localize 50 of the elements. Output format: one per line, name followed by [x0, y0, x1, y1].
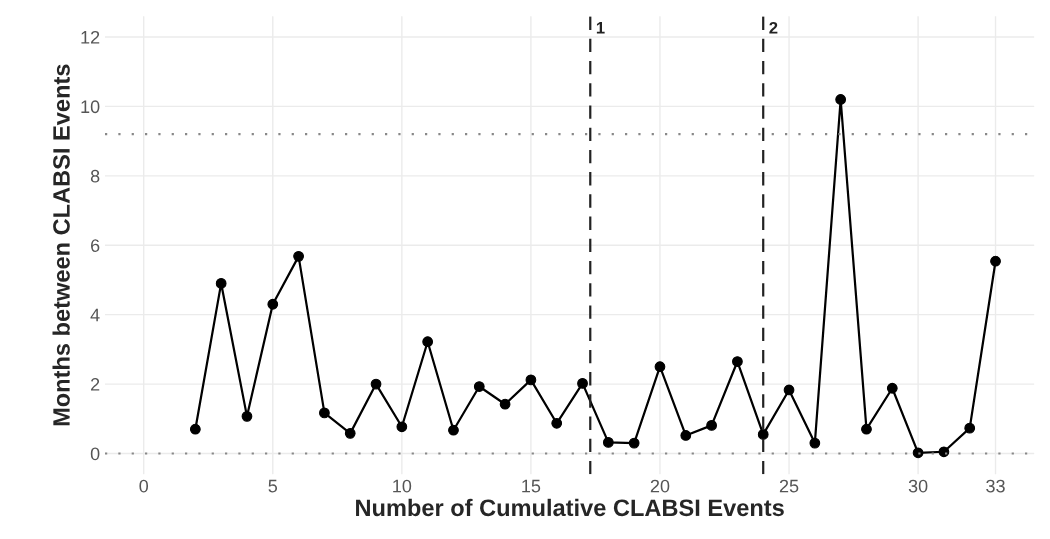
point: [835, 94, 847, 105]
point: [319, 407, 330, 419]
point: [654, 361, 666, 373]
point: [577, 378, 588, 389]
point: [499, 398, 511, 410]
point: [964, 422, 976, 434]
y-tick-label: 6: [91, 239, 100, 252]
x-tick-label: 33: [986, 479, 1005, 493]
x-tick-label: 5: [268, 479, 278, 493]
x-tick-label: 10: [393, 479, 412, 493]
point: [525, 374, 537, 386]
point: [267, 298, 279, 310]
y-tick-label: 4: [90, 308, 100, 322]
point: [473, 381, 485, 392]
x-axis-title: Number of Cumulative CLABSI Events: [356, 498, 784, 517]
point: [189, 423, 201, 435]
x-tick-label: 0: [139, 479, 149, 493]
point: [396, 421, 408, 433]
point: [551, 417, 563, 429]
point: [732, 356, 743, 367]
annotation: 2: [769, 21, 778, 34]
point: [783, 384, 795, 396]
x-tick-label: 20: [650, 479, 670, 493]
y-tick-label: 2: [91, 378, 100, 391]
point: [861, 423, 872, 435]
point: [448, 424, 459, 436]
point: [680, 430, 692, 441]
y-axis-title: Months between CLABSI Events: [52, 64, 70, 426]
y-tick-label: 10: [81, 100, 100, 114]
x-tick-label: 25: [779, 479, 799, 493]
point: [628, 437, 640, 449]
point: [757, 429, 769, 440]
point: [293, 250, 304, 262]
point: [809, 437, 821, 449]
point: [886, 382, 898, 394]
point: [215, 278, 227, 289]
point: [370, 378, 382, 390]
x-tick-label: 15: [522, 479, 541, 493]
point: [422, 336, 434, 348]
annotation: 1: [596, 22, 605, 34]
y-tick-label: 8: [90, 169, 100, 183]
point: [602, 437, 614, 448]
point: [241, 410, 253, 422]
y-tick-label: 0: [90, 447, 100, 461]
point: [990, 255, 1001, 267]
point: [938, 446, 950, 458]
y-tick-label: 12: [81, 30, 100, 44]
point: [344, 427, 356, 439]
x-tick-label: 30: [908, 479, 928, 493]
point: [706, 420, 717, 431]
